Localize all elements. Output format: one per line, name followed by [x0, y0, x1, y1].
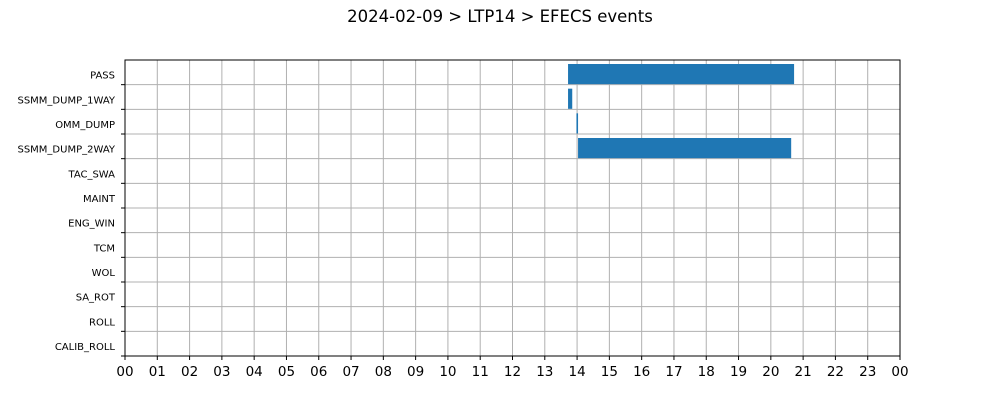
- x-tick-label: 16: [633, 364, 650, 380]
- event-bars: [568, 64, 795, 159]
- event-bar-ssmm-dump-1way: [568, 88, 573, 109]
- x-tick-label: 17: [665, 364, 682, 380]
- y-tick-label: CALIB_ROLL: [55, 342, 116, 353]
- x-tick-label: 06: [310, 364, 327, 380]
- grid-lines: [125, 60, 900, 356]
- y-tick-label: SSMM_DUMP_1WAY: [17, 95, 115, 106]
- x-tick-label: 22: [827, 364, 844, 380]
- x-tick-label: 10: [439, 364, 456, 380]
- x-tick-label: 07: [342, 364, 359, 380]
- x-tick-label: 14: [568, 364, 585, 380]
- x-tick-label: 12: [504, 364, 521, 380]
- x-tick-label: 08: [375, 364, 392, 380]
- x-tick-label: 15: [601, 364, 618, 380]
- y-tick-label: SA_ROT: [76, 293, 116, 304]
- x-tick-label: 01: [149, 364, 166, 380]
- x-tick-label: 03: [213, 364, 230, 380]
- event-bar-omm-dump: [576, 113, 579, 134]
- chart-title: 2024-02-09 > LTP14 > EFECS events: [347, 7, 653, 26]
- y-tick-label: OMM_DUMP: [55, 120, 115, 131]
- y-tick-label: TCM: [93, 243, 115, 254]
- y-tick-label: ROLL: [89, 317, 115, 328]
- x-tick-label: 00: [116, 364, 133, 380]
- x-tick-label: 09: [407, 364, 424, 380]
- x-tick-label: 23: [859, 364, 876, 380]
- event-bar-ssmm-dump-2way: [578, 138, 792, 159]
- y-tick-label: TAC_SWA: [67, 169, 115, 180]
- y-axis-ticks: PASS SSMM_DUMP_1WAY OMM_DUMP SSMM_DUMP_2WAY…: [17, 71, 125, 357]
- x-tick-label: 20: [762, 364, 779, 380]
- x-axis-ticks: 00 01 02 03 04 05 06 07 08 09 10 11 12 13 14 15 16 17 18 19…: [116, 356, 909, 380]
- x-tick-label: 04: [246, 364, 263, 380]
- x-tick-label: 18: [698, 364, 715, 380]
- x-tick-label: 13: [536, 364, 553, 380]
- x-tick-label: 21: [795, 364, 812, 380]
- x-tick-label: 02: [181, 364, 198, 380]
- x-tick-label: 05: [278, 364, 295, 380]
- y-tick-label: ENG_WIN: [68, 219, 115, 230]
- x-tick-label: 19: [730, 364, 747, 380]
- y-tick-label: WOL: [92, 268, 116, 279]
- event-bar-pass: [568, 64, 795, 85]
- y-tick-label: SSMM_DUMP_2WAY: [17, 145, 115, 156]
- x-tick-label: 00: [891, 364, 908, 380]
- y-tick-label: MAINT: [83, 194, 116, 205]
- y-tick-label: PASS: [90, 71, 115, 82]
- x-tick-label: 11: [472, 364, 489, 380]
